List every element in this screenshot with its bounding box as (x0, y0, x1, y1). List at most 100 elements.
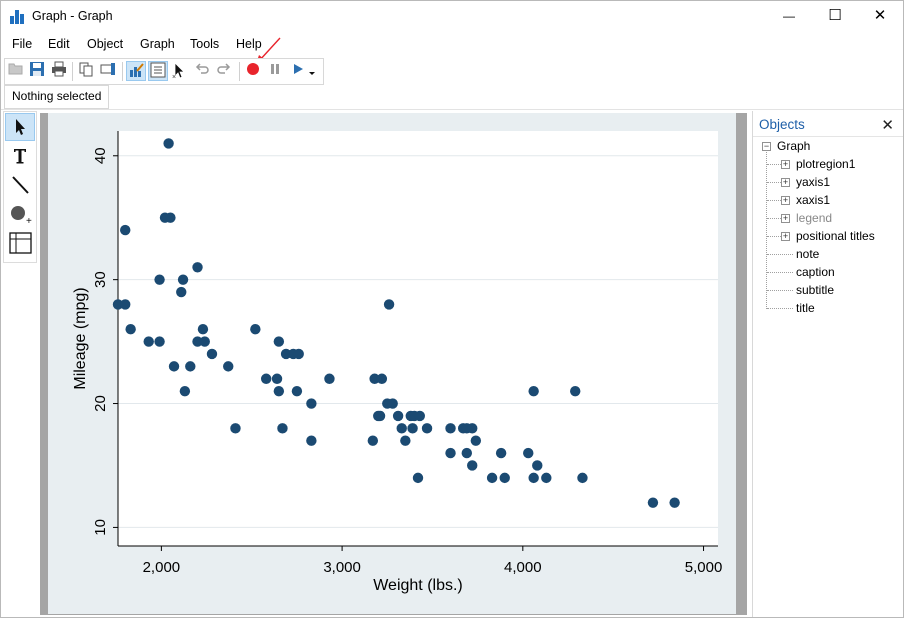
y-axis-title[interactable]: Mileage (mpg) (72, 287, 89, 389)
data-point[interactable] (185, 361, 196, 372)
data-point[interactable] (277, 423, 288, 434)
menu-edit[interactable]: Edit (48, 37, 70, 51)
data-point[interactable] (486, 472, 498, 484)
data-point[interactable] (163, 138, 174, 149)
line-tool[interactable] (5, 172, 35, 200)
data-point[interactable] (120, 224, 131, 236)
tree-item-legend[interactable]: legend (796, 211, 833, 225)
data-point[interactable] (407, 423, 418, 434)
maximize-button[interactable]: ☐ (828, 7, 842, 24)
menu-graph[interactable]: Graph (140, 37, 175, 51)
data-point[interactable] (528, 472, 539, 484)
data-point[interactable] (541, 472, 552, 484)
data-point[interactable] (523, 447, 534, 459)
object-browser-icon[interactable] (148, 61, 168, 81)
tree-item-xaxis1[interactable]: xaxis1 (796, 193, 831, 207)
data-point[interactable] (467, 460, 478, 471)
redo-icon[interactable] (214, 61, 234, 81)
data-point[interactable] (383, 299, 395, 310)
data-point[interactable] (176, 286, 187, 298)
data-point[interactable] (125, 324, 136, 335)
data-point[interactable] (271, 373, 283, 384)
data-point[interactable] (154, 336, 165, 347)
menu-help[interactable]: Help (236, 37, 262, 51)
data-point[interactable] (291, 385, 303, 397)
menu-tools[interactable]: Tools (190, 37, 220, 51)
data-point[interactable] (306, 398, 317, 409)
data-point[interactable] (179, 385, 191, 397)
data-point[interactable] (467, 423, 478, 434)
close-button[interactable]: ✕ (873, 7, 887, 24)
tree-item-subtitle[interactable]: subtitle (796, 283, 835, 297)
data-point[interactable] (143, 336, 154, 347)
expand-icon[interactable]: + (781, 213, 790, 223)
data-point[interactable] (206, 348, 218, 360)
tree-item-plotregion1[interactable]: plotregion1 (796, 157, 856, 171)
open-icon[interactable] (6, 61, 26, 81)
data-point[interactable] (223, 361, 234, 372)
expand-icon[interactable]: + (781, 231, 790, 241)
data-point[interactable] (192, 336, 203, 347)
play-icon[interactable] (288, 61, 308, 81)
pointer-tool[interactable] (5, 113, 35, 141)
data-point[interactable] (528, 385, 539, 397)
x-axis-title[interactable]: Weight (lbs.) (373, 577, 463, 594)
data-point[interactable] (669, 497, 680, 508)
data-point[interactable] (376, 373, 388, 384)
expand-icon[interactable]: + (781, 195, 790, 205)
data-point[interactable] (367, 435, 379, 446)
data-point[interactable] (461, 447, 472, 459)
data-point[interactable] (230, 423, 241, 434)
print-icon[interactable] (49, 61, 69, 81)
data-point[interactable] (273, 385, 285, 397)
data-point[interactable] (324, 373, 335, 384)
data-point[interactable] (445, 423, 456, 434)
data-point[interactable] (647, 497, 659, 508)
data-point[interactable] (273, 336, 285, 347)
rename-icon[interactable] (98, 61, 118, 81)
copy-icon[interactable] (76, 61, 96, 81)
pause-icon[interactable] (265, 61, 285, 81)
data-point[interactable] (120, 299, 131, 310)
data-point[interactable] (177, 274, 189, 285)
grid-editor-tool[interactable] (5, 230, 35, 258)
data-point[interactable] (369, 373, 380, 384)
data-point[interactable] (392, 410, 404, 422)
text-tool[interactable] (5, 143, 35, 171)
menu-file[interactable]: File (12, 37, 33, 51)
menu-object[interactable]: Object (87, 37, 124, 51)
expand-icon[interactable]: + (781, 159, 790, 169)
data-point[interactable] (532, 460, 543, 471)
data-point[interactable] (192, 262, 203, 273)
data-point[interactable] (197, 324, 209, 335)
scatter-chart[interactable]: 10 20 30 40 2,000 3,000 4,000 5,000 Weight (lbs.… (1, 1, 751, 618)
data-point[interactable] (387, 398, 398, 409)
objects-panel-close-icon[interactable]: ✕ (881, 117, 894, 134)
data-point[interactable] (495, 447, 507, 459)
data-point[interactable] (199, 336, 210, 347)
data-point[interactable] (570, 385, 581, 397)
marker-tool[interactable]: + (5, 201, 35, 229)
data-point[interactable] (421, 423, 433, 434)
record-icon[interactable] (243, 61, 263, 81)
data-point[interactable] (470, 435, 482, 446)
data-point[interactable] (165, 212, 176, 223)
tree-item-positional-titles[interactable]: positional titles (796, 229, 875, 243)
tree-item-graph[interactable]: Graph (777, 139, 811, 153)
data-point[interactable] (250, 324, 261, 335)
save-icon[interactable] (27, 61, 47, 81)
data-point[interactable] (374, 410, 386, 422)
data-point[interactable] (306, 435, 317, 446)
graph-editor-icon[interactable] (126, 61, 146, 81)
data-point[interactable] (400, 435, 411, 446)
data-point[interactable] (112, 299, 124, 310)
data-point[interactable] (280, 348, 292, 360)
tree-item-caption[interactable]: caption (796, 265, 835, 279)
data-point[interactable] (293, 348, 304, 360)
tree-item-note[interactable]: note (796, 247, 820, 261)
expand-icon[interactable]: + (781, 177, 790, 187)
tree-item-yaxis1[interactable]: yaxis1 (796, 175, 831, 189)
data-point[interactable] (412, 472, 424, 484)
data-point[interactable] (260, 373, 272, 384)
dropdown-icon[interactable] (306, 61, 318, 81)
